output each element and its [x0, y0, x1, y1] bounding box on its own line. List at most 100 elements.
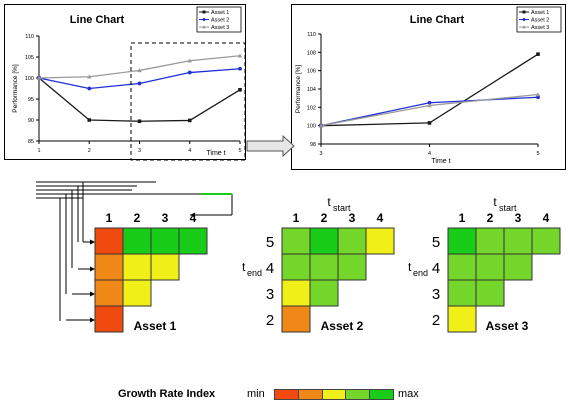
connector-arrowhead [90, 266, 95, 272]
legend-label-1: Asset 1 [211, 10, 229, 16]
row-header: 2 [266, 312, 274, 329]
series-point-asset3 [87, 74, 92, 79]
x-tick-label: 5 [238, 148, 241, 154]
legend-marker [202, 25, 206, 29]
y-tick-label: 110 [307, 32, 316, 38]
heat-cell [447, 279, 477, 307]
heat-cell [94, 227, 124, 255]
heat-cell [150, 253, 180, 281]
col-header: 3 [515, 211, 522, 225]
y-tick-label: 100 [307, 124, 316, 130]
legend-label-3: Asset 3 [211, 25, 229, 31]
col-header: 2 [487, 211, 494, 225]
t-end-subscript: end [413, 268, 428, 278]
scale-segment [297, 390, 322, 399]
growth-rate-label: Growth Rate Index [118, 388, 216, 400]
series-point-asset2 [238, 66, 242, 71]
heat-cell [503, 253, 533, 281]
heat-cell [309, 279, 339, 307]
col-header: 4 [377, 211, 384, 225]
scale-segment [321, 390, 346, 399]
scale-segment [345, 390, 370, 399]
col-header: 3 [349, 211, 356, 225]
line-chart-left-svg: Line Chart 85 90 95 100 105 110 1 2 3 4 5 Performanc… [12, 6, 243, 157]
series-point-asset3 [36, 75, 42, 80]
series-point-asset3 [318, 123, 324, 128]
series-point-asset1 [137, 119, 142, 124]
row-header: 3 [266, 286, 274, 303]
y-tick-label: 106 [307, 69, 316, 75]
line-chart-right-svg: Line Chart 98 100 102 104 106 108 110 3 4 5 Perform… [295, 6, 562, 165]
connector-arrowhead [90, 239, 95, 245]
y-tick-label: 95 [28, 97, 34, 103]
row-header: 2 [432, 312, 440, 329]
row-header: 5 [266, 234, 274, 251]
heat-cell [178, 227, 208, 255]
heat-cell [447, 305, 477, 333]
heat-cell [281, 227, 311, 255]
series-point-asset2 [536, 95, 540, 100]
row-header: 5 [432, 234, 440, 251]
t-end-label: t [408, 260, 412, 274]
x-tick-label: 5 [536, 151, 539, 157]
t-start-subscript: start [333, 203, 351, 213]
t-start-subscript: start [499, 203, 517, 213]
heat-cell [94, 305, 124, 333]
heat-cell [122, 253, 152, 281]
legend-label-1: Asset 1 [531, 10, 549, 16]
col-header: 4 [543, 211, 550, 225]
heat-cell [475, 253, 505, 281]
col-header: 1 [459, 211, 466, 225]
y-tick-label: 100 [25, 76, 34, 82]
series-point-asset1 [536, 52, 540, 56]
series-line-3 [38, 55, 241, 79]
connector-arrowhead [90, 317, 95, 323]
x-tick-label: 3 [138, 148, 141, 154]
heat-cell [309, 227, 339, 255]
heat-cell [94, 253, 124, 281]
scale-segment [369, 390, 393, 399]
x-tick-label: 4 [428, 151, 431, 157]
series-point-asset3 [427, 103, 432, 108]
y-tick-label: 102 [307, 105, 316, 111]
heat-cell [281, 305, 311, 333]
t-end-subscript: end [247, 268, 262, 278]
series-point-asset2 [137, 81, 142, 86]
connector-arrowhead [190, 212, 195, 218]
y-tick-label: 108 [307, 50, 316, 56]
heat-cell [122, 279, 152, 307]
x-tick-label: 2 [88, 148, 91, 154]
col-header: 4 [190, 211, 197, 225]
series-point-asset2 [87, 86, 92, 91]
x-tick-label: 3 [319, 151, 322, 157]
y-axis-label: Performance [%] [12, 64, 19, 113]
col-header: 2 [134, 211, 141, 225]
heat-cell [281, 279, 311, 307]
series-point-asset1 [87, 118, 92, 122]
legend-marker [202, 10, 206, 14]
scale-segment [275, 390, 298, 399]
series-point-asset2 [427, 100, 432, 105]
x-axis-label: Time t [431, 158, 450, 165]
asset-label: Asset 2 [321, 319, 364, 333]
x-axis-label: Time t [206, 150, 225, 157]
series-point-asset3 [535, 92, 541, 97]
bracket-connectors [36, 181, 233, 321]
asset-label: Asset 3 [486, 319, 529, 333]
y-tick-label: 105 [25, 55, 34, 61]
y-tick-label: 90 [28, 118, 34, 124]
t-end-label: t [242, 260, 246, 274]
series-point-asset1 [427, 121, 432, 125]
x-tick-label: 4 [188, 148, 191, 154]
series-point-asset2 [187, 70, 192, 75]
heat-cell [94, 279, 124, 307]
col-header: 1 [106, 211, 113, 225]
heat-cell [503, 227, 533, 255]
y-tick-label: 85 [28, 139, 34, 145]
x-tick-label: 1 [37, 148, 40, 154]
y-tick-label: 104 [307, 87, 316, 93]
y-tick-label: 98 [310, 142, 316, 148]
scale-min-label: min [247, 388, 265, 400]
zoom-arrow [246, 134, 295, 158]
